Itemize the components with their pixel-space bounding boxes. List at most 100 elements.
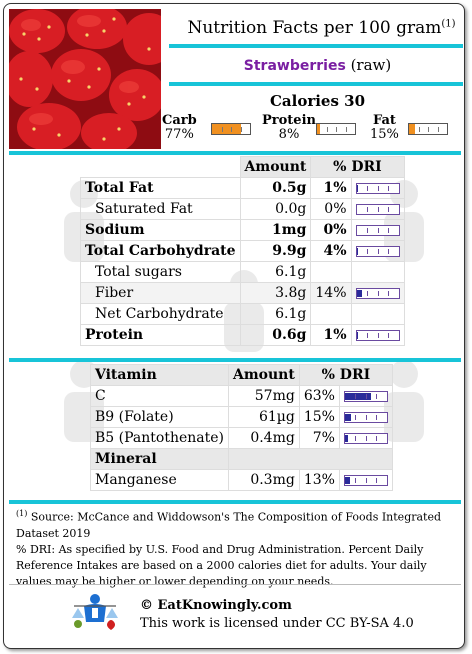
section-divider — [9, 151, 461, 155]
vitamin-label: B5 (Pantothenate) — [90, 427, 229, 449]
macro-bar-fill — [212, 124, 242, 134]
license-text: This work is licensed under CC BY-SA 4.0 — [140, 616, 414, 631]
footer-divider — [9, 584, 461, 585]
nutrient-row: Protein 0.6g 1% — [80, 324, 405, 346]
nutrient-label: Total Carbohydrate — [80, 240, 241, 262]
macro-bar-fill — [409, 124, 415, 134]
macro-pct: 8% — [278, 127, 300, 142]
vitamin-dri: 7% — [298, 427, 340, 449]
footnote-source: (1) Source: McCance and Widdowson's The … — [16, 506, 460, 542]
nutrient-label: Fiber — [80, 282, 241, 304]
vitamin-label: C — [90, 385, 229, 407]
nutrient-row: Sodium 1mg 0% — [80, 219, 405, 241]
header-blank — [80, 156, 241, 178]
nutrient-dri-bar-cell — [350, 324, 405, 346]
macro-name: Protein — [262, 113, 316, 128]
footnote-mark: (1) — [16, 509, 28, 518]
nutrient-dri-bar — [355, 203, 400, 215]
vitamin-dri-bar-cell — [338, 427, 393, 449]
vitamins-body: C 57mg 63% B9 (Folate) 61µg 15% B5 (Pantothena… — [90, 385, 393, 491]
mineral-row: Manganese 0.3mg 13% — [90, 469, 393, 491]
macro-pct: 15% — [370, 127, 399, 142]
header-amount: Amount — [239, 156, 312, 178]
footnote-source-text: Source: McCance and Widdowson's The Comp… — [16, 510, 442, 540]
macro-fat-bar — [408, 123, 448, 135]
nutrients-header-row: Amount % DRI — [80, 156, 405, 178]
nutrient-dri-bar-cell — [350, 303, 405, 325]
nutrient-dri: 14% — [310, 282, 352, 304]
site-link[interactable]: © EatKnowingly.com — [140, 598, 292, 613]
nutrient-row: Fiber 3.8g 14% — [80, 282, 405, 304]
header-dri: % DRI — [298, 364, 393, 386]
vitamin-row: B9 (Folate) 61µg 15% — [90, 406, 393, 428]
mineral-dri-bar-cell — [338, 469, 393, 491]
nutrient-dri-bar-cell — [350, 198, 405, 220]
nutrient-dri-bar-cell — [350, 282, 405, 304]
nutrient-row: Saturated Fat 0.0g 0% — [80, 198, 405, 220]
nutrient-amount: 3.8g — [239, 282, 312, 304]
nutrient-amount: 6.1g — [239, 261, 312, 283]
header-dri: % DRI — [310, 156, 405, 178]
nutrient-amount: 1mg — [239, 219, 312, 241]
nutrient-dri-bar-cell — [350, 261, 405, 283]
nutrient-amount: 6.1g — [239, 303, 312, 325]
section-divider — [9, 358, 461, 362]
nutrient-label: Total sugars — [80, 261, 241, 283]
mineral-dri: 13% — [298, 469, 340, 491]
macro-name: Fat — [372, 113, 396, 128]
nutrient-label: Protein — [80, 324, 241, 346]
vitamin-dri-bar-cell — [338, 385, 393, 407]
nutrients-table: Amount % DRI Total Fat 0.5g 1% Saturated Fa… — [80, 156, 405, 346]
nutrient-amount: 0.6g — [239, 324, 312, 346]
header-amount: Amount — [227, 364, 300, 386]
nutrient-amount: 0.0g — [239, 198, 312, 220]
mineral-label: Manganese — [90, 469, 229, 491]
page-title: Nutrition Facts per 100 gram(1) — [180, 18, 463, 38]
nutrient-dri-bar-cell — [350, 177, 405, 199]
food-name: Strawberries (raw) — [172, 56, 463, 74]
nutrient-dri-bar — [355, 245, 400, 257]
nutrient-amount: 9.9g — [239, 240, 312, 262]
vitamins-table: Vitamin Amount % DRI C 57mg 63% B9 (Folate)… — [90, 364, 393, 491]
vitamin-label: B9 (Folate) — [90, 406, 229, 428]
vitamins-header-row: Vitamin Amount % DRI — [90, 364, 393, 386]
macro-protein: Protein 8% — [262, 114, 316, 142]
nutrient-dri-bar — [355, 329, 400, 341]
strawberries-photo — [9, 9, 161, 149]
header-blank — [227, 448, 393, 470]
nutrient-dri: 1% — [310, 177, 352, 199]
footnote-mark: (1) — [441, 18, 456, 30]
accent-bar — [169, 44, 463, 48]
vitamin-dri: 15% — [298, 406, 340, 428]
vitamin-dri-bar — [343, 390, 388, 402]
nutrient-dri: 1% — [310, 324, 352, 346]
macro-protein-bar — [316, 123, 356, 135]
header-vitamin: Vitamin — [90, 364, 229, 386]
nutrient-label: Net Carbohydrate — [80, 303, 241, 325]
macro-carb-bar — [211, 123, 251, 135]
nutrients-body: Total Fat 0.5g 1% Saturated Fat 0.0g 0% Sodium… — [80, 177, 405, 346]
vitamin-row: C 57mg 63% — [90, 385, 393, 407]
nutrient-dri — [310, 303, 352, 325]
nutrient-dri-bar — [355, 224, 400, 236]
nutrient-amount: 0.5g — [239, 177, 312, 199]
macro-name: Carb — [162, 113, 197, 128]
eatknowingly-logo-icon — [72, 594, 118, 630]
nutrient-row: Net Carbohydrate 6.1g — [80, 303, 405, 325]
macro-fat: Fat 15% — [370, 114, 399, 142]
vitamin-dri-bar — [343, 411, 388, 423]
vitamin-dri-bar — [343, 432, 388, 444]
nutrient-row: Total Fat 0.5g 1% — [80, 177, 405, 199]
accent-bar — [169, 82, 463, 86]
macro-pct: 77% — [164, 127, 194, 142]
nutrient-dri: 0% — [310, 219, 352, 241]
vitamin-amount: 57mg — [227, 385, 300, 407]
title-text: Nutrition Facts per 100 gram — [187, 18, 442, 38]
nutrient-dri — [310, 261, 352, 283]
strawberries-image — [9, 9, 161, 149]
food-qualifier: (raw) — [350, 56, 392, 74]
nutrient-label: Total Fat — [80, 177, 241, 199]
header-mineral: Mineral — [90, 448, 229, 470]
vitamin-amount: 61µg — [227, 406, 300, 428]
nutrient-dri-bar-cell — [350, 219, 405, 241]
